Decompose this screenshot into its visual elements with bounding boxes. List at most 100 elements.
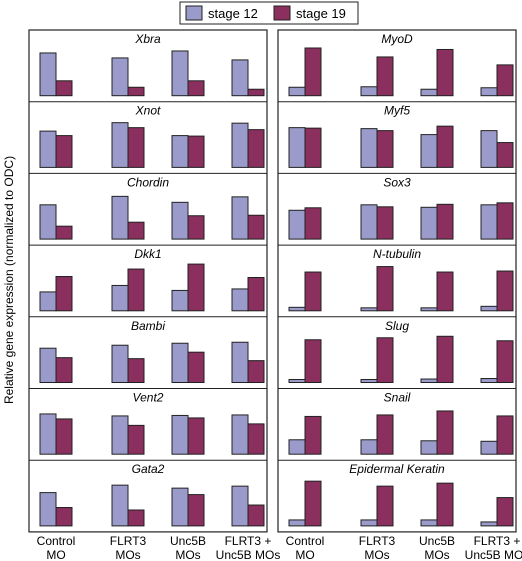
bar-stage19 xyxy=(55,357,73,383)
panel-title: Epidermal Keratin xyxy=(349,462,445,476)
legend: stage 12 stage 19 xyxy=(179,1,359,25)
bar-stage19 xyxy=(187,494,205,527)
bar-stage19 xyxy=(127,86,145,97)
panel-myf5: Myf5 xyxy=(278,101,516,168)
bar-stage19 xyxy=(127,221,145,240)
bar-stage12 xyxy=(360,128,378,168)
bar-stage19 xyxy=(436,203,454,240)
panel-title: Bambi xyxy=(131,319,165,333)
bar-stage12 xyxy=(420,206,438,240)
bar-stage19 xyxy=(436,410,454,455)
bar-stage12 xyxy=(360,379,378,384)
bar-stage19 xyxy=(496,202,514,240)
panel-title: N-tubulin xyxy=(373,247,421,261)
bar-stage19 xyxy=(127,358,145,384)
bar-stage12 xyxy=(420,307,438,312)
bar-stage12 xyxy=(39,492,57,527)
bar-stage12 xyxy=(231,485,249,527)
bar-stage19 xyxy=(436,271,454,312)
category-label: Unc5B MOs xyxy=(465,548,522,561)
panel-xbra: Xbra xyxy=(39,32,265,97)
bar-stage19 xyxy=(187,215,205,240)
category-label: FLRT3 + xyxy=(225,534,272,548)
panel-sox3: Sox3 xyxy=(278,172,516,240)
bar-stage12 xyxy=(480,305,498,312)
bar-stage12 xyxy=(39,204,57,240)
bar-stage12 xyxy=(360,307,378,312)
panel-n-tubulin: N-tubulin xyxy=(278,244,516,312)
bar-stage19 xyxy=(304,47,322,97)
bar-stage19 xyxy=(247,277,265,312)
panel-epidermal-keratin: Epidermal Keratin xyxy=(278,459,516,527)
bar-stage12 xyxy=(171,135,189,168)
bar-stage19 xyxy=(187,417,205,455)
bar-stage12 xyxy=(420,440,438,455)
bar-stage19 xyxy=(496,497,514,527)
bar-stage12 xyxy=(171,487,189,527)
panel-chordin: Chordin xyxy=(29,172,267,240)
category-label: MOs xyxy=(175,548,200,561)
y-axis-label: Relative gene expression (normalized to … xyxy=(2,156,16,404)
right-panel-column: MyoD Myf5 Sox3 N-tubulin Slug Snail Epidermal … xyxy=(277,29,517,533)
category-label: MO xyxy=(295,548,314,561)
bar-stage12 xyxy=(360,519,378,527)
panel-dkk1: Dkk1 xyxy=(29,244,267,312)
panel-title: Chordin xyxy=(127,175,169,189)
bar-stage19 xyxy=(247,360,265,383)
bar-stage19 xyxy=(127,424,145,455)
bar-stage19 xyxy=(187,351,205,384)
panel-title: Gata2 xyxy=(132,462,165,476)
bar-stage19 xyxy=(376,485,394,527)
bar-stage19 xyxy=(247,423,265,455)
bar-stage12 xyxy=(480,87,498,97)
bar-stage19 xyxy=(55,225,73,240)
legend-label-stage12: stage 12 xyxy=(208,6,258,21)
bar-stage19 xyxy=(304,127,322,168)
bar-stage12 xyxy=(231,288,249,312)
category-label: MOs xyxy=(115,548,140,561)
bar-stage19 xyxy=(304,339,322,383)
bar-stage12 xyxy=(288,86,306,97)
bar-stage12 xyxy=(39,291,57,312)
bar-stage12 xyxy=(288,379,306,384)
category-label: Unc5B xyxy=(170,534,206,548)
legend-swatch-stage12 xyxy=(185,5,203,21)
panel-snail: Snail xyxy=(278,388,516,455)
bar-stage12 xyxy=(360,439,378,455)
left-panel-column: Xbra Xnot Chordin Dkk1 Bambi Vent2 Gata2 xyxy=(28,29,268,533)
column-frame xyxy=(277,29,517,533)
category-label: MO xyxy=(46,548,65,561)
bar-stage19 xyxy=(436,482,454,527)
bar-stage12 xyxy=(111,57,129,97)
category-label: FLRT3 xyxy=(110,534,147,548)
bar-stage12 xyxy=(480,130,498,168)
bar-stage19 xyxy=(436,335,454,383)
bar-stage12 xyxy=(111,195,129,240)
category-label: MOs xyxy=(364,548,389,561)
bar-stage19 xyxy=(127,509,145,527)
panel-title: Myf5 xyxy=(384,104,410,118)
bar-stage19 xyxy=(247,214,265,240)
bar-stage12 xyxy=(420,88,438,97)
bar-stage12 xyxy=(171,414,189,455)
bar-stage12 xyxy=(111,415,129,455)
bar-stage19 xyxy=(127,268,145,312)
category-label: FLRT3 + xyxy=(474,534,521,548)
bar-stage19 xyxy=(496,340,514,384)
bar-stage19 xyxy=(496,142,514,168)
bar-stage19 xyxy=(187,263,205,312)
bar-stage12 xyxy=(231,196,249,240)
bar-stage19 xyxy=(496,415,514,455)
category-label: Control xyxy=(286,534,325,548)
bar-stage19 xyxy=(496,64,514,97)
bar-stage19 xyxy=(187,135,205,168)
bar-stage12 xyxy=(288,519,306,527)
bar-stage19 xyxy=(376,266,394,312)
bar-stage19 xyxy=(55,135,73,168)
bar-stage19 xyxy=(304,480,322,527)
bar-stage12 xyxy=(288,306,306,312)
bar-stage19 xyxy=(376,414,394,455)
category-label: Control xyxy=(37,534,76,548)
bar-stage12 xyxy=(480,378,498,383)
